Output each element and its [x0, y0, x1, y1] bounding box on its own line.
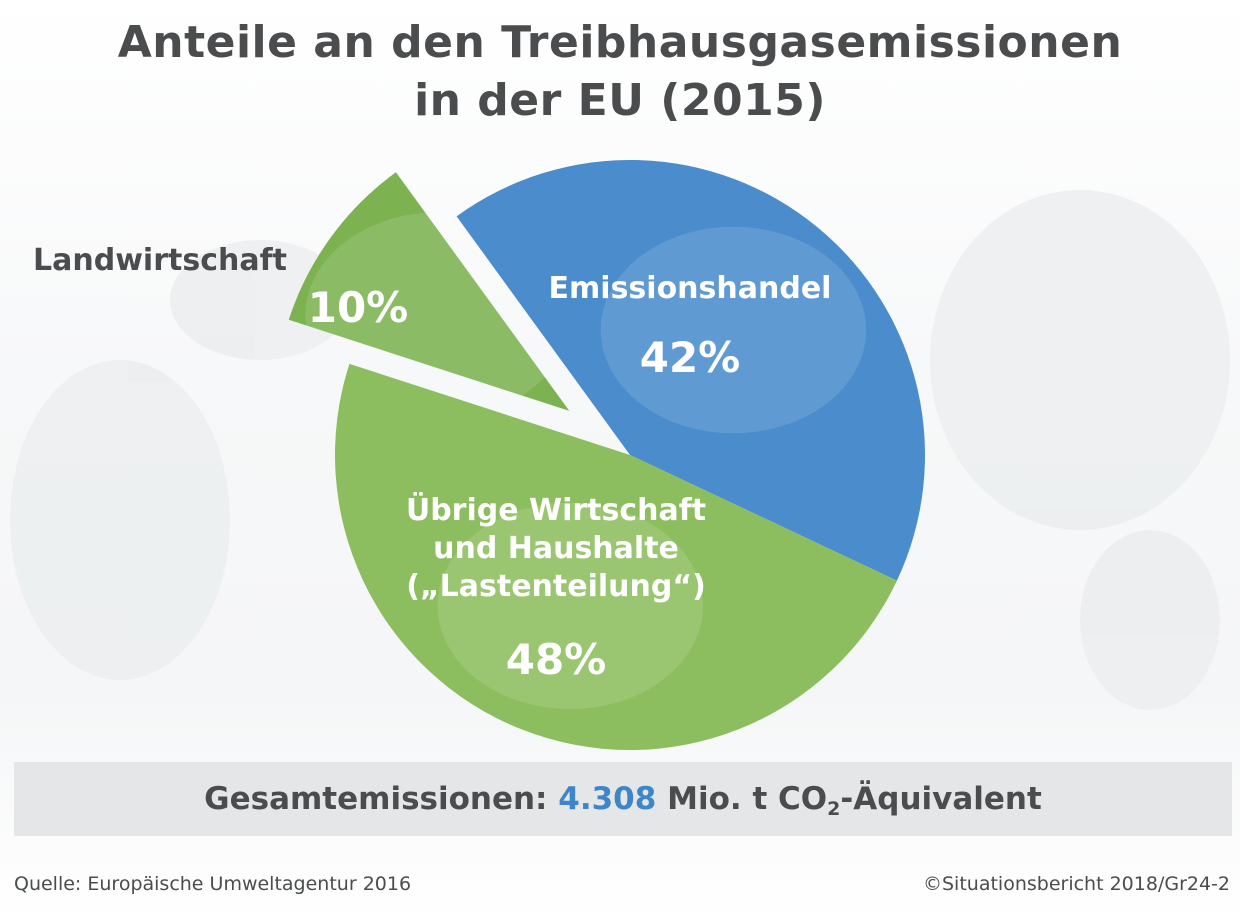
slice-value-1: 42% [640, 333, 741, 382]
source-note: Quelle: Europäische Umweltagentur 2016 [14, 873, 412, 895]
title-line-1: Anteile an den Treibhausgasemissionen [117, 17, 1123, 68]
total-unit-suffix: -Äquivalent [840, 781, 1042, 817]
slice-label-2-line-1: Übrige Wirtschaft [406, 491, 706, 528]
slice-label-2-line-3: („Lastenteilung“) [406, 569, 706, 604]
pie-slices [288, 160, 925, 750]
slice-label-2-line-2: und Haushalte [433, 531, 679, 566]
title-line-2: in der EU (2015) [414, 75, 826, 126]
pie-slice-3 [288, 172, 570, 411]
total-value: 4.308 [558, 781, 657, 817]
chart-title: Anteile an den Treibhausgasemissionen in… [0, 14, 1240, 130]
slice-value-3: 10% [308, 283, 409, 332]
total-unit-subscript: 2 [827, 798, 841, 820]
slice-label-3: Landwirtschaft [33, 243, 287, 278]
total-emissions-bar: Gesamtemissionen: 4.308 Mio. t CO2-Äquiv… [14, 762, 1232, 836]
pie-slice-2 [335, 363, 897, 750]
total-unit: Mio. t CO [656, 781, 828, 817]
slice-value-2: 48% [506, 635, 607, 684]
slice-label-1-line-1: Emissionshandel [549, 271, 832, 306]
world-map-background [10, 190, 1230, 710]
total-prefix: Gesamtemissionen: [204, 781, 559, 817]
pie-slice-1 [456, 160, 925, 581]
map-overlay-2 [437, 502, 704, 710]
copyright-note: ©Situationsbericht 2018/Gr24-2 [923, 873, 1230, 895]
map-overlay-1 [600, 226, 867, 434]
